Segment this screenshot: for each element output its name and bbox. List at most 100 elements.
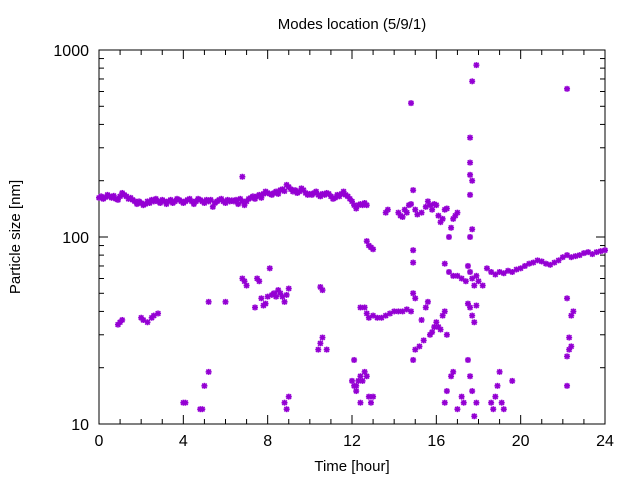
data-point — [410, 187, 417, 194]
data-point — [410, 247, 417, 254]
x-tick-label: 4 — [179, 433, 188, 450]
data-point — [315, 346, 322, 353]
data-point — [273, 293, 280, 300]
data-point — [422, 304, 429, 311]
data-point — [473, 272, 480, 279]
y-tick-label: 10 — [71, 417, 89, 434]
data-point — [357, 399, 364, 406]
data-point — [469, 177, 476, 184]
data-point — [283, 406, 290, 413]
data-point — [266, 265, 273, 272]
data-point — [496, 368, 503, 375]
data-point — [281, 188, 288, 195]
data-point — [222, 298, 229, 305]
data-point — [488, 268, 495, 275]
data-point — [469, 78, 476, 85]
data-point — [469, 275, 476, 282]
data-point — [475, 278, 482, 285]
tick-labels: 0 4 8 12 16 20 24 10 100 1000 — [53, 43, 614, 450]
data-point — [441, 399, 448, 406]
data-point — [454, 406, 461, 413]
data-point — [412, 295, 419, 302]
plot-frame — [98, 49, 606, 425]
data-point — [454, 272, 461, 279]
data-point — [471, 413, 478, 420]
data-point — [144, 319, 151, 326]
data-point — [363, 202, 370, 209]
data-point — [323, 346, 330, 353]
data-point — [467, 159, 474, 166]
data-point — [317, 340, 324, 347]
data-point — [155, 310, 162, 317]
x-axis-label: Time [hour] — [314, 458, 389, 475]
x-tick-label: 12 — [343, 433, 361, 450]
data-point — [349, 377, 355, 384]
x-tick-label: 16 — [427, 433, 445, 450]
data-point — [351, 356, 358, 363]
data-point — [469, 312, 476, 319]
x-tick-label: 0 — [95, 433, 104, 450]
data-point — [285, 285, 292, 292]
data-point — [201, 382, 208, 389]
data-point — [439, 215, 446, 222]
data-point — [205, 298, 212, 305]
data-point — [412, 346, 419, 353]
data-point — [564, 353, 571, 360]
x-tick-label: 8 — [263, 433, 272, 450]
data-point — [509, 377, 516, 384]
data-point — [570, 308, 577, 315]
data-point — [367, 399, 374, 406]
data-point — [437, 326, 444, 333]
data-points — [96, 62, 608, 420]
data-point — [281, 298, 288, 305]
data-point — [564, 85, 571, 92]
data-point — [262, 300, 269, 307]
data-point — [443, 331, 450, 338]
data-point — [479, 282, 486, 289]
data-point — [509, 268, 516, 275]
data-point — [410, 259, 417, 266]
x-tick-label: 24 — [596, 433, 614, 450]
data-point — [500, 270, 507, 277]
data-point — [243, 282, 250, 289]
data-point — [467, 171, 474, 178]
data-point — [408, 201, 415, 208]
data-point — [399, 213, 406, 220]
data-point — [471, 319, 478, 326]
data-point — [357, 373, 364, 380]
data-point — [492, 393, 499, 400]
data-point — [445, 268, 452, 275]
data-point — [492, 271, 499, 278]
data-point — [418, 209, 425, 216]
data-point — [467, 134, 474, 141]
data-point — [462, 278, 469, 285]
data-point — [424, 298, 431, 305]
data-point — [370, 246, 377, 253]
y-tick-label: 1000 — [53, 43, 89, 60]
data-point — [467, 191, 474, 198]
data-point — [319, 287, 326, 294]
data-point — [408, 308, 415, 315]
data-point — [469, 226, 476, 233]
x-tick-label: 20 — [512, 433, 530, 450]
data-point — [239, 173, 246, 180]
data-point — [370, 393, 377, 400]
data-point — [568, 343, 575, 350]
data-point — [458, 275, 465, 282]
data-point — [443, 388, 450, 395]
data-point — [602, 247, 608, 254]
data-point — [403, 209, 410, 216]
data-point — [363, 373, 370, 380]
data-point — [458, 393, 465, 400]
data-point — [564, 295, 571, 302]
data-point — [494, 382, 501, 389]
y-tick-label: 100 — [62, 230, 89, 247]
data-point — [450, 368, 457, 375]
data-point — [498, 399, 505, 406]
data-point — [235, 201, 242, 208]
chart-title: Modes location (5/9/1) — [278, 16, 426, 33]
data-point — [469, 388, 476, 395]
data-point — [429, 206, 436, 213]
data-point — [464, 356, 471, 363]
